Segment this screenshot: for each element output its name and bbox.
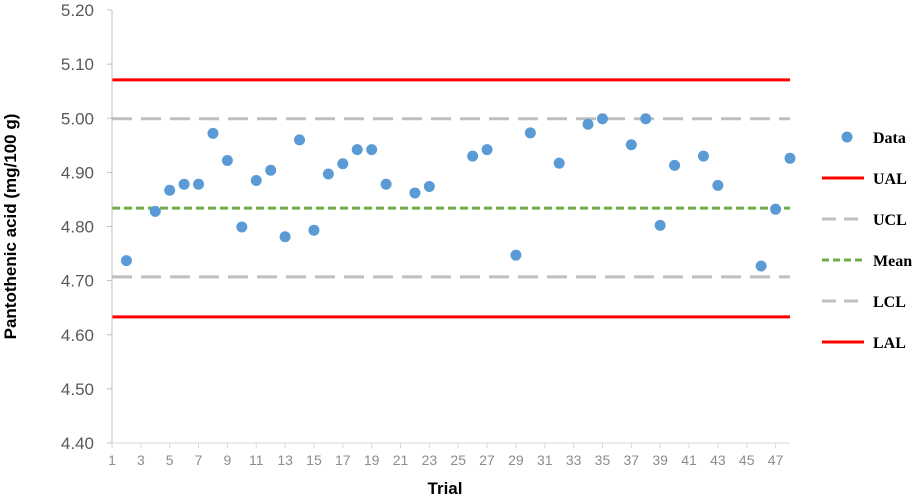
data-point: [582, 118, 594, 130]
x-tick-label: 37: [624, 452, 640, 468]
y-tick-label: 4.60: [61, 326, 94, 345]
data-point: [221, 154, 233, 166]
legend-mean-label: Mean: [873, 253, 912, 270]
x-tick-label: 47: [768, 452, 784, 468]
data-point: [120, 255, 132, 267]
data-point: [697, 150, 709, 162]
y-tick-label: 5.20: [61, 1, 94, 20]
x-tick-label: 29: [508, 452, 524, 468]
legend-ucl-label: UCL: [873, 212, 907, 229]
x-tick-label: 35: [595, 452, 611, 468]
x-tick-label: 11: [249, 452, 264, 468]
data-point: [423, 180, 435, 192]
data-point: [207, 127, 219, 139]
x-tick-label: 19: [364, 452, 380, 468]
data-point: [193, 178, 205, 190]
x-tick-label: 31: [537, 452, 553, 468]
y-tick-label: 4.70: [61, 272, 94, 291]
x-tick-label: 17: [335, 452, 351, 468]
x-tick-label: 33: [566, 452, 582, 468]
data-point: [308, 224, 320, 236]
data-point: [178, 178, 190, 190]
x-tick-label: 39: [652, 452, 668, 468]
x-tick-label: 13: [277, 452, 293, 468]
x-tick-label: 45: [739, 452, 755, 468]
data-point: [265, 164, 277, 176]
data-point: [279, 231, 291, 243]
x-tick-label: 5: [166, 452, 174, 468]
data-point: [755, 260, 767, 272]
y-tick-label: 4.80: [61, 218, 94, 237]
x-axis-ticks: 1 3 5 7 9 11 13 15 17 19 21 23 25 27 29 31 33 35 37 39 41 43 4…: [108, 443, 784, 468]
data-point: [712, 179, 724, 191]
y-axis-title: Pantothenic acid (mg/100 g): [1, 114, 20, 340]
data-point: [351, 144, 363, 156]
reference-lines: [112, 78, 790, 319]
data-point: [669, 159, 681, 171]
x-axis-title: Trial: [428, 479, 463, 498]
data-point: [510, 249, 522, 261]
data-point: [294, 134, 306, 146]
data-point: [524, 127, 536, 139]
data-point: [640, 113, 652, 125]
data-point: [236, 221, 248, 233]
x-tick-label: 25: [450, 452, 466, 468]
legend-data-label: Data: [873, 130, 906, 147]
x-tick-label: 27: [479, 452, 495, 468]
data-point: [149, 205, 161, 217]
legend: Data UAL UCL Mean LCL LAL: [822, 130, 912, 352]
data-point: [784, 152, 796, 164]
data-point: [654, 219, 666, 231]
data-point: [380, 178, 392, 190]
x-tick-label: 43: [710, 452, 726, 468]
data-point: [467, 150, 479, 162]
legend-data-marker: [841, 131, 853, 143]
data-point: [250, 174, 262, 186]
y-tick-label: 5.10: [61, 55, 94, 74]
data-point: [322, 168, 334, 180]
x-tick-label: 7: [195, 452, 203, 468]
data-point: [337, 158, 349, 170]
data-points: [120, 113, 796, 272]
x-tick-label: 41: [681, 452, 697, 468]
data-point: [553, 157, 565, 169]
x-tick-label: 3: [137, 452, 145, 468]
y-tick-label: 4.50: [61, 380, 94, 399]
legend-lal-label: LAL: [873, 335, 906, 352]
x-tick-label: 15: [306, 452, 322, 468]
x-tick-label: 23: [422, 452, 438, 468]
data-point: [164, 184, 176, 196]
data-point: [625, 139, 637, 151]
legend-ual-label: UAL: [873, 171, 907, 188]
y-tick-label: 5.00: [61, 109, 94, 128]
y-axis-ticks: 4.40 4.50 4.60 4.70 4.80 4.90 5.00 5.10 5.20: [61, 1, 112, 453]
data-point: [596, 113, 608, 125]
data-point: [481, 144, 493, 156]
y-tick-label: 4.40: [61, 434, 94, 453]
y-tick-label: 4.90: [61, 163, 94, 182]
x-tick-label: 9: [224, 452, 232, 468]
x-tick-label: 1: [108, 452, 116, 468]
data-point: [770, 203, 782, 215]
data-point: [409, 187, 421, 199]
data-point: [366, 144, 378, 156]
x-tick-label: 21: [393, 452, 409, 468]
legend-lcl-label: LCL: [873, 294, 906, 311]
